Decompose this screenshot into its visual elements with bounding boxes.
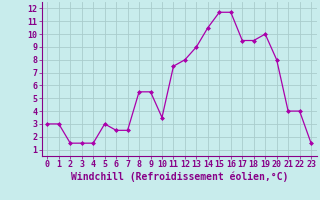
X-axis label: Windchill (Refroidissement éolien,°C): Windchill (Refroidissement éolien,°C): [70, 172, 288, 182]
